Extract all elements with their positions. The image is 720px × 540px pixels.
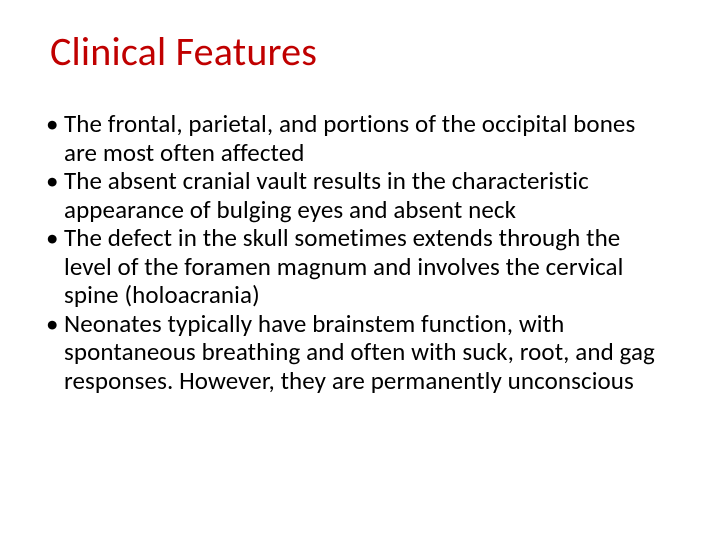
bullet-item: Neonates typically have brainstem functi…: [46, 310, 670, 396]
bullet-item: The frontal, parietal, and portions of t…: [46, 110, 670, 167]
bullet-item: The defect in the skull sometimes extend…: [46, 224, 670, 310]
bullet-list: The frontal, parietal, and portions of t…: [46, 110, 670, 395]
slide: Clinical Features The frontal, parietal,…: [0, 0, 720, 540]
slide-title: Clinical Features: [50, 30, 670, 74]
bullet-item: The absent cranial vault results in the …: [46, 167, 670, 224]
